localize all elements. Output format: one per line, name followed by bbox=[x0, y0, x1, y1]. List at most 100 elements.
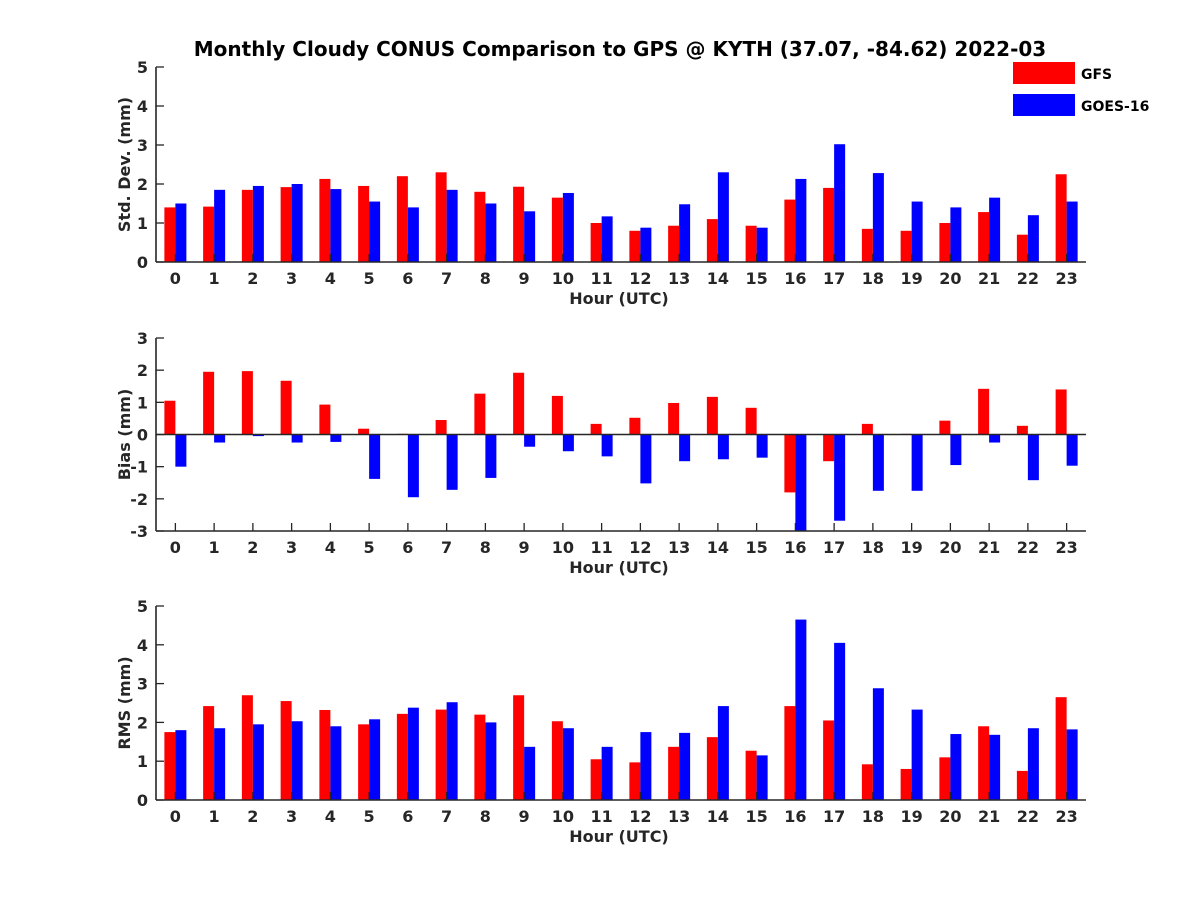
x-tick-label: 9 bbox=[519, 807, 530, 826]
y-tick-label: 2 bbox=[137, 175, 148, 194]
x-tick-label: 17 bbox=[823, 538, 845, 557]
bar-gfs-hour-21 bbox=[978, 212, 990, 262]
bar-goes-16-hour-18 bbox=[872, 688, 884, 800]
legend: GFS GOES-16 bbox=[1013, 62, 1149, 116]
bar-goes-16-hour-13 bbox=[679, 434, 691, 462]
legend-swatch-gfs bbox=[1013, 62, 1075, 84]
x-tick-label: 3 bbox=[286, 538, 297, 557]
bar-goes-16-hour-17 bbox=[834, 144, 846, 262]
bar-gfs-hour-11 bbox=[590, 423, 602, 435]
bar-gfs-hour-22 bbox=[1016, 234, 1028, 262]
x-tick-label: 4 bbox=[325, 807, 336, 826]
x-tick-label: 12 bbox=[629, 807, 651, 826]
bar-goes-16-hour-15 bbox=[756, 227, 768, 262]
bar-gfs-hour-16 bbox=[784, 434, 796, 493]
x-tick-label: 8 bbox=[480, 269, 491, 288]
legend-label: GOES-16 bbox=[1081, 99, 1149, 115]
bar-gfs-hour-11 bbox=[590, 759, 602, 800]
bar-goes-16-hour-22 bbox=[1027, 434, 1039, 481]
bar-goes-16-hour-9 bbox=[524, 434, 536, 447]
bar-gfs-hour-10 bbox=[551, 395, 563, 435]
bar-goes-16-hour-5 bbox=[369, 201, 381, 262]
x-tick-label: 21 bbox=[978, 269, 1000, 288]
bar-goes-16-hour-3 bbox=[291, 184, 303, 262]
x-tick-label: 22 bbox=[1017, 807, 1039, 826]
x-tick-label: 7 bbox=[441, 269, 452, 288]
x-tick-label: 23 bbox=[1055, 269, 1077, 288]
x-tick-label: 14 bbox=[707, 807, 729, 826]
x-tick-label: 17 bbox=[823, 269, 845, 288]
bar-gfs-hour-21 bbox=[978, 388, 990, 435]
x-tick-label: 13 bbox=[668, 538, 690, 557]
x-tick-label: 5 bbox=[364, 269, 375, 288]
x-tick-label: 5 bbox=[364, 538, 375, 557]
bar-goes-16-hour-3 bbox=[291, 434, 303, 443]
bar-goes-16-hour-21 bbox=[989, 197, 1001, 262]
y-tick-label: 1 bbox=[137, 393, 148, 412]
x-tick-label: 7 bbox=[441, 538, 452, 557]
x-tick-label: 22 bbox=[1017, 538, 1039, 557]
x-tick-label: 17 bbox=[823, 807, 845, 826]
bar-gfs-hour-23 bbox=[1055, 389, 1067, 435]
bar-gfs-hour-3 bbox=[280, 701, 292, 800]
bar-goes-16-hour-14 bbox=[717, 706, 729, 800]
bar-goes-16-hour-10 bbox=[562, 728, 574, 800]
bar-goes-16-hour-8 bbox=[485, 434, 497, 478]
bar-gfs-hour-2 bbox=[241, 189, 253, 262]
x-tick-label: 12 bbox=[629, 269, 651, 288]
bar-gfs-hour-3 bbox=[280, 380, 292, 435]
bar-goes-16-hour-16 bbox=[795, 619, 807, 800]
y-tick-label: 2 bbox=[137, 361, 148, 380]
x-tick-label: 5 bbox=[364, 807, 375, 826]
y-tick-label: 0 bbox=[137, 791, 148, 810]
bar-gfs-hour-15 bbox=[745, 225, 757, 262]
y-tick-label: 4 bbox=[137, 636, 148, 655]
bar-goes-16-hour-0 bbox=[175, 434, 187, 467]
x-tick-label: 23 bbox=[1055, 538, 1077, 557]
x-tick-label: 11 bbox=[590, 269, 612, 288]
bar-goes-16-hour-0 bbox=[175, 203, 187, 262]
y-tick-label: 3 bbox=[137, 675, 148, 694]
bar-gfs-hour-7 bbox=[435, 709, 447, 800]
x-tick-label: 21 bbox=[978, 538, 1000, 557]
bar-gfs-hour-19 bbox=[900, 230, 912, 262]
bar-goes-16-hour-1 bbox=[214, 189, 226, 262]
bar-gfs-hour-14 bbox=[706, 737, 718, 800]
x-tick-label: 14 bbox=[707, 538, 729, 557]
bar-gfs-hour-2 bbox=[241, 371, 253, 435]
bar-goes-16-hour-12 bbox=[640, 434, 652, 484]
x-tick-label: 13 bbox=[668, 807, 690, 826]
bar-gfs-hour-22 bbox=[1016, 770, 1028, 800]
bar-goes-16-hour-19 bbox=[911, 709, 923, 800]
x-tick-label: 0 bbox=[170, 269, 181, 288]
bar-goes-16-hour-7 bbox=[446, 189, 458, 262]
legend-swatch-goes-16 bbox=[1013, 94, 1075, 116]
bar-gfs-hour-13 bbox=[668, 225, 680, 262]
x-tick-label: 3 bbox=[286, 807, 297, 826]
y-tick-label: -2 bbox=[130, 490, 148, 509]
bar-goes-16-hour-0 bbox=[175, 730, 187, 800]
bar-goes-16-hour-20 bbox=[950, 434, 962, 466]
bar-goes-16-hour-6 bbox=[407, 707, 419, 800]
bar-gfs-hour-12 bbox=[629, 762, 641, 800]
bar-goes-16-hour-6 bbox=[407, 207, 419, 262]
bar-goes-16-hour-16 bbox=[795, 178, 807, 262]
bar-gfs-hour-20 bbox=[939, 223, 951, 262]
x-tick-label: 6 bbox=[402, 269, 413, 288]
x-tick-label: 2 bbox=[247, 807, 258, 826]
bar-gfs-hour-0 bbox=[164, 207, 176, 262]
x-tick-label: 4 bbox=[325, 269, 336, 288]
bar-gfs-hour-7 bbox=[435, 172, 447, 262]
bar-goes-16-hour-23 bbox=[1066, 434, 1078, 466]
legend-label: GFS bbox=[1081, 67, 1112, 83]
x-tick-label: 20 bbox=[939, 538, 961, 557]
x-tick-label: 16 bbox=[784, 807, 806, 826]
bar-goes-16-hour-18 bbox=[872, 173, 884, 262]
bar-goes-16-hour-5 bbox=[369, 719, 381, 800]
bar-goes-16-hour-2 bbox=[252, 185, 264, 262]
bar-gfs-hour-1 bbox=[203, 206, 215, 262]
bar-gfs-hour-15 bbox=[745, 750, 757, 800]
